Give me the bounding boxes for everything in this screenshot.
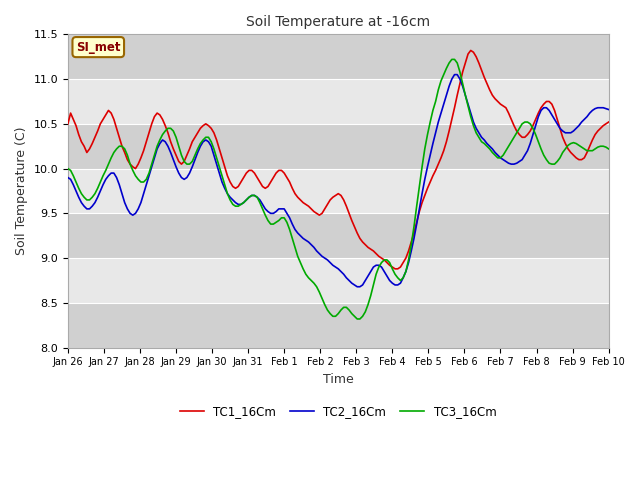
TC3_16Cm bbox=[291, 244, 299, 250]
Bar bbox=[68, 213, 609, 258]
Title: Soil Temperature at -16cm: Soil Temperature at -16cm bbox=[246, 15, 430, 29]
Y-axis label: Soil Temperature (C): Soil Temperature (C) bbox=[15, 127, 28, 255]
TC2_16Cm bbox=[261, 206, 269, 212]
Line: TC3_16Cm: TC3_16Cm bbox=[68, 60, 609, 319]
TC2_16Cm bbox=[564, 130, 572, 136]
TC1_16Cm bbox=[391, 266, 399, 272]
TC2_16Cm bbox=[67, 177, 74, 182]
Line: TC1_16Cm: TC1_16Cm bbox=[68, 50, 609, 269]
Bar bbox=[68, 35, 609, 79]
Text: SI_met: SI_met bbox=[76, 41, 120, 54]
TC3_16Cm bbox=[353, 316, 361, 322]
TC2_16Cm bbox=[64, 175, 72, 180]
TC1_16Cm bbox=[605, 119, 612, 125]
TC2_16Cm bbox=[113, 175, 120, 180]
TC1_16Cm bbox=[113, 125, 120, 131]
TC1_16Cm bbox=[467, 48, 475, 53]
TC2_16Cm bbox=[291, 227, 299, 232]
TC2_16Cm bbox=[353, 284, 361, 289]
Legend: TC1_16Cm, TC2_16Cm, TC3_16Cm: TC1_16Cm, TC2_16Cm, TC3_16Cm bbox=[175, 400, 501, 423]
TC1_16Cm bbox=[291, 191, 299, 196]
TC3_16Cm bbox=[359, 313, 367, 319]
Line: TC2_16Cm: TC2_16Cm bbox=[68, 74, 609, 287]
TC3_16Cm bbox=[448, 57, 456, 62]
TC3_16Cm bbox=[64, 166, 72, 171]
TC1_16Cm bbox=[356, 236, 364, 241]
TC3_16Cm bbox=[113, 146, 120, 152]
TC1_16Cm bbox=[64, 121, 72, 127]
TC2_16Cm bbox=[359, 282, 367, 288]
Bar bbox=[68, 303, 609, 348]
TC2_16Cm bbox=[605, 107, 612, 112]
TC2_16Cm bbox=[451, 72, 458, 77]
TC1_16Cm bbox=[564, 146, 572, 152]
TC1_16Cm bbox=[261, 185, 269, 191]
X-axis label: Time: Time bbox=[323, 373, 354, 386]
TC3_16Cm bbox=[67, 168, 74, 173]
TC3_16Cm bbox=[564, 143, 572, 148]
TC3_16Cm bbox=[261, 212, 269, 218]
TC3_16Cm bbox=[605, 146, 612, 152]
Bar bbox=[68, 124, 609, 168]
TC1_16Cm bbox=[67, 110, 74, 116]
